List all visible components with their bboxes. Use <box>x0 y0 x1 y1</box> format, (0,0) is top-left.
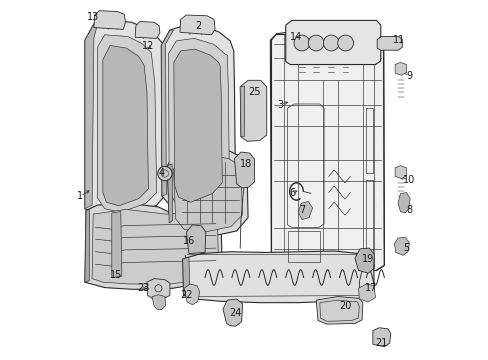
Text: 4: 4 <box>159 168 165 178</box>
Polygon shape <box>183 251 373 303</box>
Polygon shape <box>240 86 244 137</box>
Polygon shape <box>240 80 266 141</box>
Polygon shape <box>168 39 229 210</box>
Polygon shape <box>92 210 218 284</box>
Text: 15: 15 <box>110 270 122 280</box>
Text: 1: 1 <box>77 191 83 201</box>
Text: 6: 6 <box>289 188 295 198</box>
Polygon shape <box>147 279 169 299</box>
Polygon shape <box>234 152 254 188</box>
Polygon shape <box>394 62 406 75</box>
Text: 23: 23 <box>137 283 149 293</box>
Text: 21: 21 <box>375 338 387 348</box>
Text: 3: 3 <box>277 100 283 110</box>
Polygon shape <box>376 37 402 50</box>
Polygon shape <box>161 26 235 216</box>
Polygon shape <box>186 225 205 253</box>
Polygon shape <box>167 148 247 237</box>
Polygon shape <box>94 11 125 30</box>
Polygon shape <box>85 21 169 220</box>
Text: 11: 11 <box>392 35 404 45</box>
Text: 12: 12 <box>141 41 154 50</box>
Text: 16: 16 <box>183 236 195 246</box>
Text: 25: 25 <box>248 87 260 97</box>
Text: 10: 10 <box>403 175 415 185</box>
Circle shape <box>323 35 339 51</box>
Circle shape <box>293 35 309 51</box>
Text: 22: 22 <box>180 291 192 301</box>
Polygon shape <box>394 166 406 179</box>
Polygon shape <box>223 299 242 326</box>
Polygon shape <box>112 212 122 278</box>
Text: 24: 24 <box>229 309 241 318</box>
Circle shape <box>337 35 353 51</box>
Polygon shape <box>102 45 148 206</box>
Text: 8: 8 <box>406 206 412 216</box>
Text: 14: 14 <box>290 32 302 41</box>
Text: 18: 18 <box>240 159 252 169</box>
Polygon shape <box>180 15 215 35</box>
Polygon shape <box>152 295 165 310</box>
Polygon shape <box>161 30 173 196</box>
Polygon shape <box>85 210 89 282</box>
Polygon shape <box>298 202 312 220</box>
Polygon shape <box>358 284 375 302</box>
Polygon shape <box>270 32 384 271</box>
Circle shape <box>158 166 172 181</box>
Polygon shape <box>354 248 373 273</box>
Polygon shape <box>183 257 190 296</box>
Polygon shape <box>184 284 199 305</box>
Text: 19: 19 <box>361 254 374 264</box>
Polygon shape <box>397 193 409 213</box>
Polygon shape <box>173 154 242 232</box>
Polygon shape <box>372 328 390 347</box>
Text: 7: 7 <box>298 206 305 216</box>
Polygon shape <box>85 24 97 209</box>
Text: 5: 5 <box>403 243 409 253</box>
Circle shape <box>308 35 324 51</box>
Polygon shape <box>394 237 408 255</box>
Polygon shape <box>85 203 222 289</box>
Polygon shape <box>174 49 222 202</box>
Polygon shape <box>97 35 156 212</box>
Text: 2: 2 <box>194 21 201 31</box>
Text: 17: 17 <box>364 283 377 293</box>
Text: 20: 20 <box>339 301 351 311</box>
Text: 13: 13 <box>87 12 99 22</box>
Text: 9: 9 <box>406 71 412 81</box>
Polygon shape <box>167 164 172 223</box>
Polygon shape <box>316 297 362 324</box>
Polygon shape <box>285 21 380 64</box>
Polygon shape <box>135 22 160 39</box>
